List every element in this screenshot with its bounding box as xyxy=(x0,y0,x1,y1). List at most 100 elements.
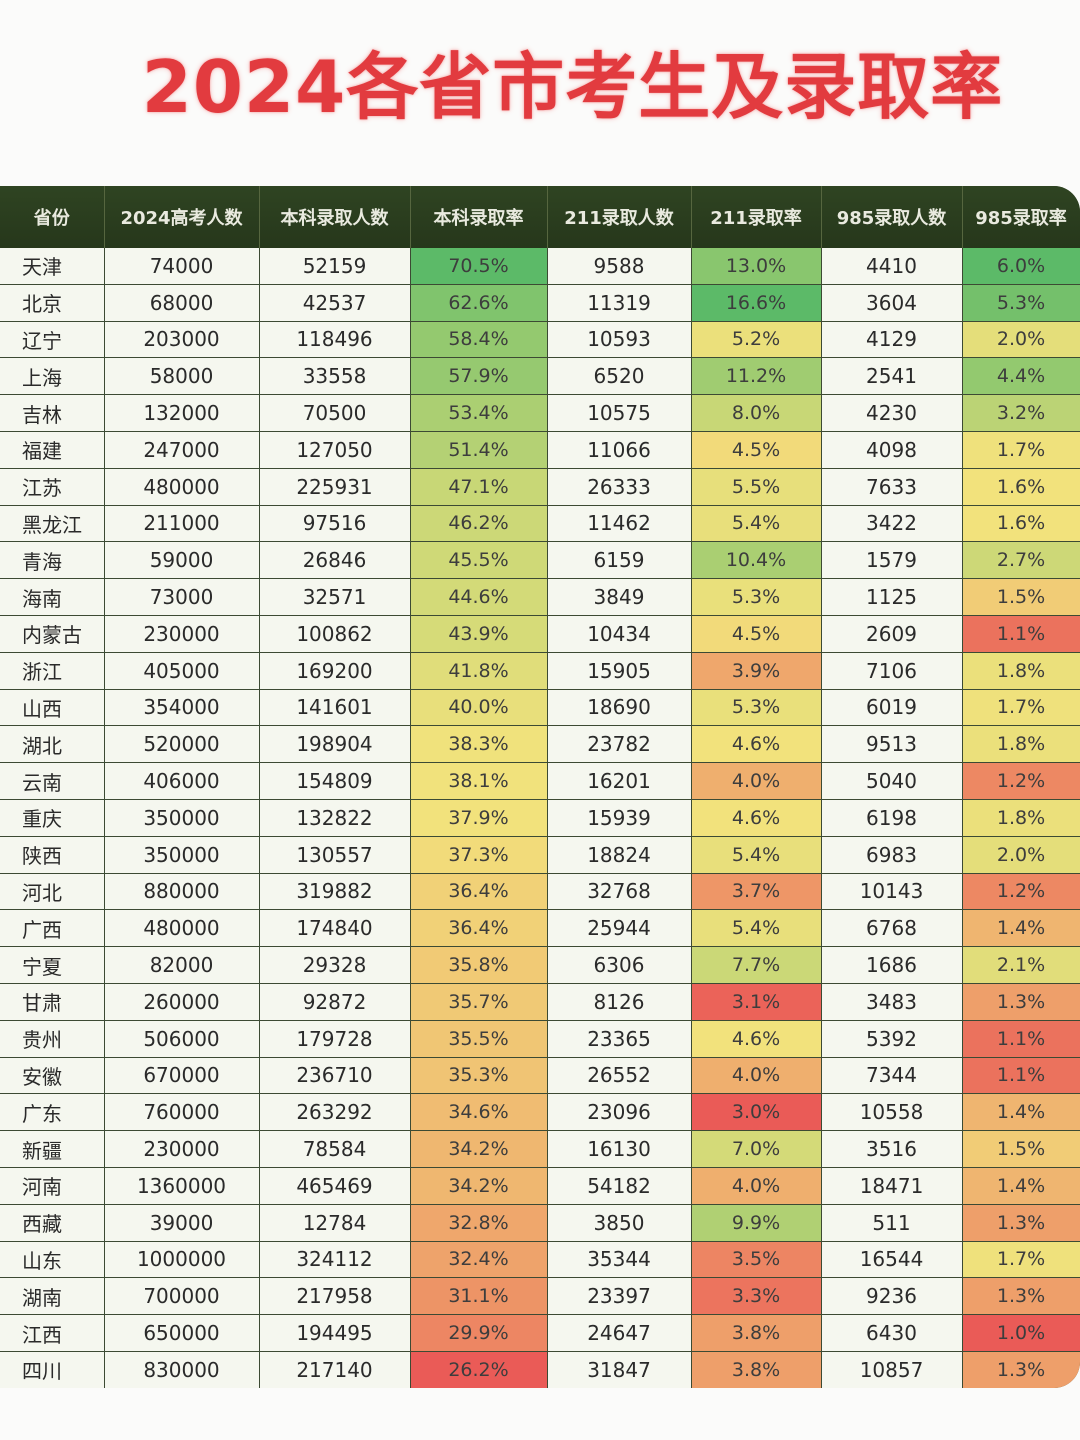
cell-exam-count: 73000 xyxy=(104,578,260,616)
cell-985-count: 9513 xyxy=(821,725,963,764)
table-row: 江西 650000 194495 29.9% 24647 3.8% 6430 1.0% xyxy=(0,1314,1080,1352)
cell-province: 广西 xyxy=(0,909,105,948)
table-row: 浙江 405000 169200 41.8% 15905 3.9% 7106 1.8% xyxy=(0,652,1080,690)
cell-undergrad-rate: 46.2% xyxy=(410,505,548,543)
cell-211-rate: 5.2% xyxy=(691,321,822,359)
header-undergrad-count: 本科录取人数 xyxy=(259,186,411,248)
cell-985-rate: 1.3% xyxy=(962,1351,1080,1388)
cell-985-count: 3604 xyxy=(821,284,963,322)
cell-985-rate: 1.2% xyxy=(962,873,1080,911)
table-row: 吉林 132000 70500 53.4% 10575 8.0% 4230 3.2% xyxy=(0,394,1080,432)
cell-undergrad-count: 198904 xyxy=(259,725,411,764)
cell-undergrad-rate: 34.2% xyxy=(410,1130,548,1168)
cell-985-rate: 6.0% xyxy=(962,248,1080,285)
cell-985-count: 4098 xyxy=(821,431,963,469)
cell-211-count: 6520 xyxy=(547,357,692,396)
cell-985-count: 6768 xyxy=(821,909,963,948)
cell-985-rate: 1.3% xyxy=(962,1277,1080,1316)
cell-985-count: 16544 xyxy=(821,1241,963,1279)
cell-211-rate: 4.6% xyxy=(691,1020,822,1058)
cell-985-count: 4129 xyxy=(821,321,963,359)
cell-province: 新疆 xyxy=(0,1130,105,1168)
cell-211-rate: 5.4% xyxy=(691,505,822,543)
table-header-row: 省份 2024高考人数 本科录取人数 本科录取率 211录取人数 211录取率 … xyxy=(0,186,1080,248)
cell-province: 广东 xyxy=(0,1093,105,1132)
cell-985-count: 3516 xyxy=(821,1130,963,1168)
cell-211-rate: 5.4% xyxy=(691,836,822,874)
cell-undergrad-rate: 32.4% xyxy=(410,1241,548,1279)
cell-undergrad-rate: 37.3% xyxy=(410,836,548,874)
cell-undergrad-rate: 45.5% xyxy=(410,541,548,580)
cell-undergrad-count: 179728 xyxy=(259,1020,411,1058)
cell-province: 西藏 xyxy=(0,1204,105,1242)
cell-province: 上海 xyxy=(0,357,105,396)
cell-exam-count: 650000 xyxy=(104,1314,260,1352)
cell-exam-count: 1000000 xyxy=(104,1241,260,1279)
cell-985-rate: 2.1% xyxy=(962,946,1080,984)
cell-province: 重庆 xyxy=(0,799,105,837)
cell-985-rate: 2.7% xyxy=(962,541,1080,580)
cell-211-rate: 3.9% xyxy=(691,652,822,690)
table-row: 新疆 230000 78584 34.2% 16130 7.0% 3516 1.5% xyxy=(0,1130,1080,1168)
cell-985-count: 7344 xyxy=(821,1057,963,1095)
cell-province: 北京 xyxy=(0,284,105,322)
cell-211-rate: 4.5% xyxy=(691,431,822,469)
cell-211-rate: 4.5% xyxy=(691,615,822,653)
header-undergrad-rate: 本科录取率 xyxy=(410,186,548,248)
cell-211-rate: 7.7% xyxy=(691,946,822,984)
cell-211-rate: 3.7% xyxy=(691,873,822,911)
cell-exam-count: 480000 xyxy=(104,468,260,506)
cell-985-count: 10857 xyxy=(821,1351,963,1388)
cell-211-count: 15905 xyxy=(547,652,692,690)
cell-211-count: 32768 xyxy=(547,873,692,911)
header-211-count: 211录取人数 xyxy=(547,186,692,248)
cell-undergrad-count: 236710 xyxy=(259,1057,411,1095)
cell-985-rate: 1.8% xyxy=(962,725,1080,764)
cell-985-rate: 1.1% xyxy=(962,1020,1080,1058)
cell-985-count: 1125 xyxy=(821,578,963,616)
cell-985-rate: 1.6% xyxy=(962,505,1080,543)
cell-211-count: 25944 xyxy=(547,909,692,948)
cell-211-rate: 3.8% xyxy=(691,1314,822,1352)
cell-985-count: 5392 xyxy=(821,1020,963,1058)
table-row: 北京 68000 42537 62.6% 11319 16.6% 3604 5.3% xyxy=(0,284,1080,322)
cell-province: 山西 xyxy=(0,689,105,727)
cell-985-count: 10558 xyxy=(821,1093,963,1132)
cell-exam-count: 1360000 xyxy=(104,1167,260,1205)
cell-exam-count: 406000 xyxy=(104,762,260,800)
cell-211-rate: 5.5% xyxy=(691,468,822,506)
cell-province: 安徽 xyxy=(0,1057,105,1095)
table-row: 河南 1360000 465469 34.2% 54182 4.0% 18471 1.4% xyxy=(0,1167,1080,1205)
cell-985-rate: 1.0% xyxy=(962,1314,1080,1352)
cell-province: 陕西 xyxy=(0,836,105,874)
cell-985-rate: 2.0% xyxy=(962,321,1080,359)
cell-985-rate: 1.2% xyxy=(962,762,1080,800)
cell-undergrad-rate: 36.4% xyxy=(410,873,548,911)
cell-exam-count: 230000 xyxy=(104,1130,260,1168)
cell-985-rate: 4.4% xyxy=(962,357,1080,396)
cell-province: 福建 xyxy=(0,431,105,469)
cell-undergrad-count: 217958 xyxy=(259,1277,411,1316)
cell-undergrad-count: 33558 xyxy=(259,357,411,396)
cell-985-rate: 1.3% xyxy=(962,983,1080,1021)
cell-985-rate: 1.7% xyxy=(962,1241,1080,1279)
cell-985-count: 4410 xyxy=(821,248,963,285)
table-row: 湖北 520000 198904 38.3% 23782 4.6% 9513 1.8% xyxy=(0,725,1080,764)
cell-985-rate: 1.7% xyxy=(962,431,1080,469)
table-row: 江苏 480000 225931 47.1% 26333 5.5% 7633 1.6% xyxy=(0,468,1080,506)
cell-undergrad-rate: 57.9% xyxy=(410,357,548,396)
table-body: 天津 74000 52159 70.5% 9588 13.0% 4410 6.0% 北京 6800… xyxy=(0,248,1080,1388)
cell-undergrad-count: 70500 xyxy=(259,394,411,432)
cell-985-count: 10143 xyxy=(821,873,963,911)
cell-211-rate: 4.6% xyxy=(691,799,822,837)
table-row: 甘肃 260000 92872 35.7% 8126 3.1% 3483 1.3% xyxy=(0,983,1080,1021)
cell-province: 海南 xyxy=(0,578,105,616)
cell-province: 四川 xyxy=(0,1351,105,1388)
cell-211-count: 10575 xyxy=(547,394,692,432)
cell-211-count: 8126 xyxy=(547,983,692,1021)
cell-province: 青海 xyxy=(0,541,105,580)
cell-exam-count: 74000 xyxy=(104,248,260,285)
cell-undergrad-rate: 35.8% xyxy=(410,946,548,984)
cell-undergrad-count: 130557 xyxy=(259,836,411,874)
cell-211-rate: 8.0% xyxy=(691,394,822,432)
